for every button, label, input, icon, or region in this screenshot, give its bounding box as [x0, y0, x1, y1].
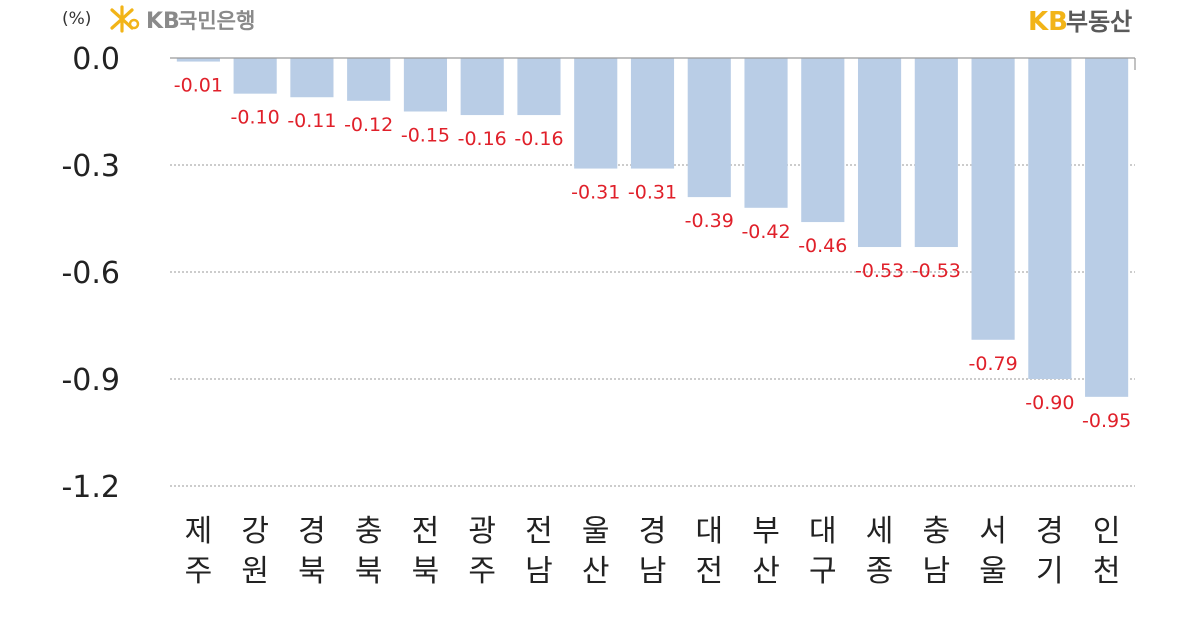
data-label: -0.39	[685, 210, 734, 232]
bar	[857, 58, 902, 248]
x-tick-label: 부	[752, 514, 780, 549]
bar	[801, 58, 845, 223]
bar	[1085, 58, 1129, 397]
x-tick-label: 천	[1093, 554, 1121, 589]
x-tick-label: 울	[582, 514, 610, 549]
data-label: -0.79	[969, 353, 1018, 375]
data-label: -0.31	[628, 182, 677, 204]
x-tick-label: 전	[695, 554, 723, 589]
x-tick-label: 충	[355, 514, 383, 549]
bar	[517, 58, 561, 116]
y-tick-label: -0.9	[61, 363, 120, 398]
brand-left-kb: KB	[146, 9, 180, 34]
x-tick-label: 북	[412, 554, 440, 589]
unit-label: (%)	[62, 9, 91, 29]
bar	[971, 58, 1015, 340]
data-label: -0.15	[401, 125, 450, 147]
y-tick-label: 0.0	[72, 42, 120, 77]
x-tick-label: 인	[1093, 514, 1121, 549]
data-label: -0.31	[571, 182, 620, 204]
x-tick-label: 주	[468, 554, 496, 589]
bars	[176, 58, 1129, 397]
x-tick-label: 기	[1036, 554, 1064, 589]
x-tick-label: 남	[525, 554, 553, 589]
data-label: -0.16	[514, 128, 563, 150]
brand-right-name: 부동산	[1066, 8, 1132, 36]
x-tick-label: 제	[185, 514, 213, 549]
bar	[1028, 58, 1072, 379]
bar	[744, 58, 788, 208]
x-tick-label: 강	[241, 514, 269, 549]
bar	[630, 58, 675, 169]
kb-star-icon	[110, 5, 140, 33]
x-tick-label: 산	[752, 554, 780, 589]
data-label: -0.53	[912, 260, 961, 282]
x-tick-label: 남	[923, 554, 951, 589]
data-label: -0.90	[1025, 392, 1074, 414]
brand-right-kb: KB	[1028, 7, 1068, 37]
x-tick-label: 경	[639, 514, 667, 549]
data-label: -0.11	[287, 110, 336, 132]
data-label: -0.16	[458, 128, 507, 150]
x-tick-label: 울	[979, 554, 1007, 589]
x-tick-label: 경	[298, 514, 326, 549]
y-tick-label: -1.2	[61, 470, 120, 505]
brand-left-name: 국민은행	[178, 9, 255, 33]
data-label: -0.12	[344, 114, 393, 136]
bar	[347, 58, 391, 101]
data-label: -0.53	[855, 260, 904, 282]
x-tick-label: 산	[582, 554, 610, 589]
bar	[403, 58, 448, 112]
x-tick-label: 종	[866, 554, 894, 589]
y-tick-label: -0.3	[61, 149, 120, 184]
y-axis-ticks: 0.0 -0.3 -0.6 -0.9 -1.2	[61, 42, 120, 505]
data-label: -0.42	[741, 221, 790, 243]
x-tick-label: 전	[525, 514, 553, 549]
bar	[460, 58, 504, 116]
x-tick-label: 구	[809, 554, 837, 589]
x-tick-label: 북	[355, 554, 383, 589]
data-labels: -0.01 -0.10 -0.11 -0.12 -0.15 -0.16 -0.16 -0.31…	[174, 75, 1131, 432]
x-tick-label: 남	[639, 554, 667, 589]
x-tick-label: 대	[809, 514, 837, 549]
bar	[233, 58, 277, 94]
x-tick-label: 전	[412, 514, 440, 549]
bar	[574, 58, 618, 169]
data-label: -0.95	[1082, 410, 1131, 432]
x-tick-label: 대	[695, 514, 723, 549]
data-label: -0.46	[798, 235, 847, 257]
y-tick-label: -0.6	[61, 256, 120, 291]
x-tick-label: 세	[866, 514, 894, 549]
bar	[176, 58, 220, 62]
bar	[290, 58, 334, 98]
bar	[687, 58, 731, 198]
x-tick-label: 주	[185, 554, 213, 589]
x-tick-label: 광	[468, 514, 496, 549]
x-tick-label: 북	[298, 554, 326, 589]
x-tick-label: 충	[923, 514, 951, 549]
x-tick-label: 경	[1036, 514, 1064, 549]
data-label: -0.10	[231, 107, 280, 129]
x-tick-label: 서	[979, 514, 1007, 549]
x-tick-label: 원	[241, 554, 269, 589]
bar	[914, 58, 958, 248]
data-label: -0.01	[174, 75, 223, 97]
